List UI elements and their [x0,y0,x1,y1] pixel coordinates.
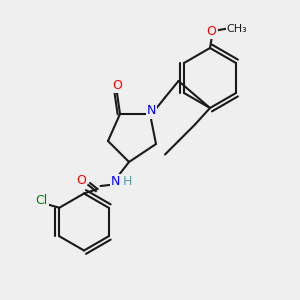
Text: O: O [207,25,216,38]
Text: Cl: Cl [35,194,47,207]
Text: N: N [111,175,120,188]
Text: H: H [123,175,132,188]
Text: O: O [112,79,122,92]
Text: N: N [147,104,156,118]
Text: O: O [76,173,86,187]
Text: CH₃: CH₃ [226,23,248,34]
